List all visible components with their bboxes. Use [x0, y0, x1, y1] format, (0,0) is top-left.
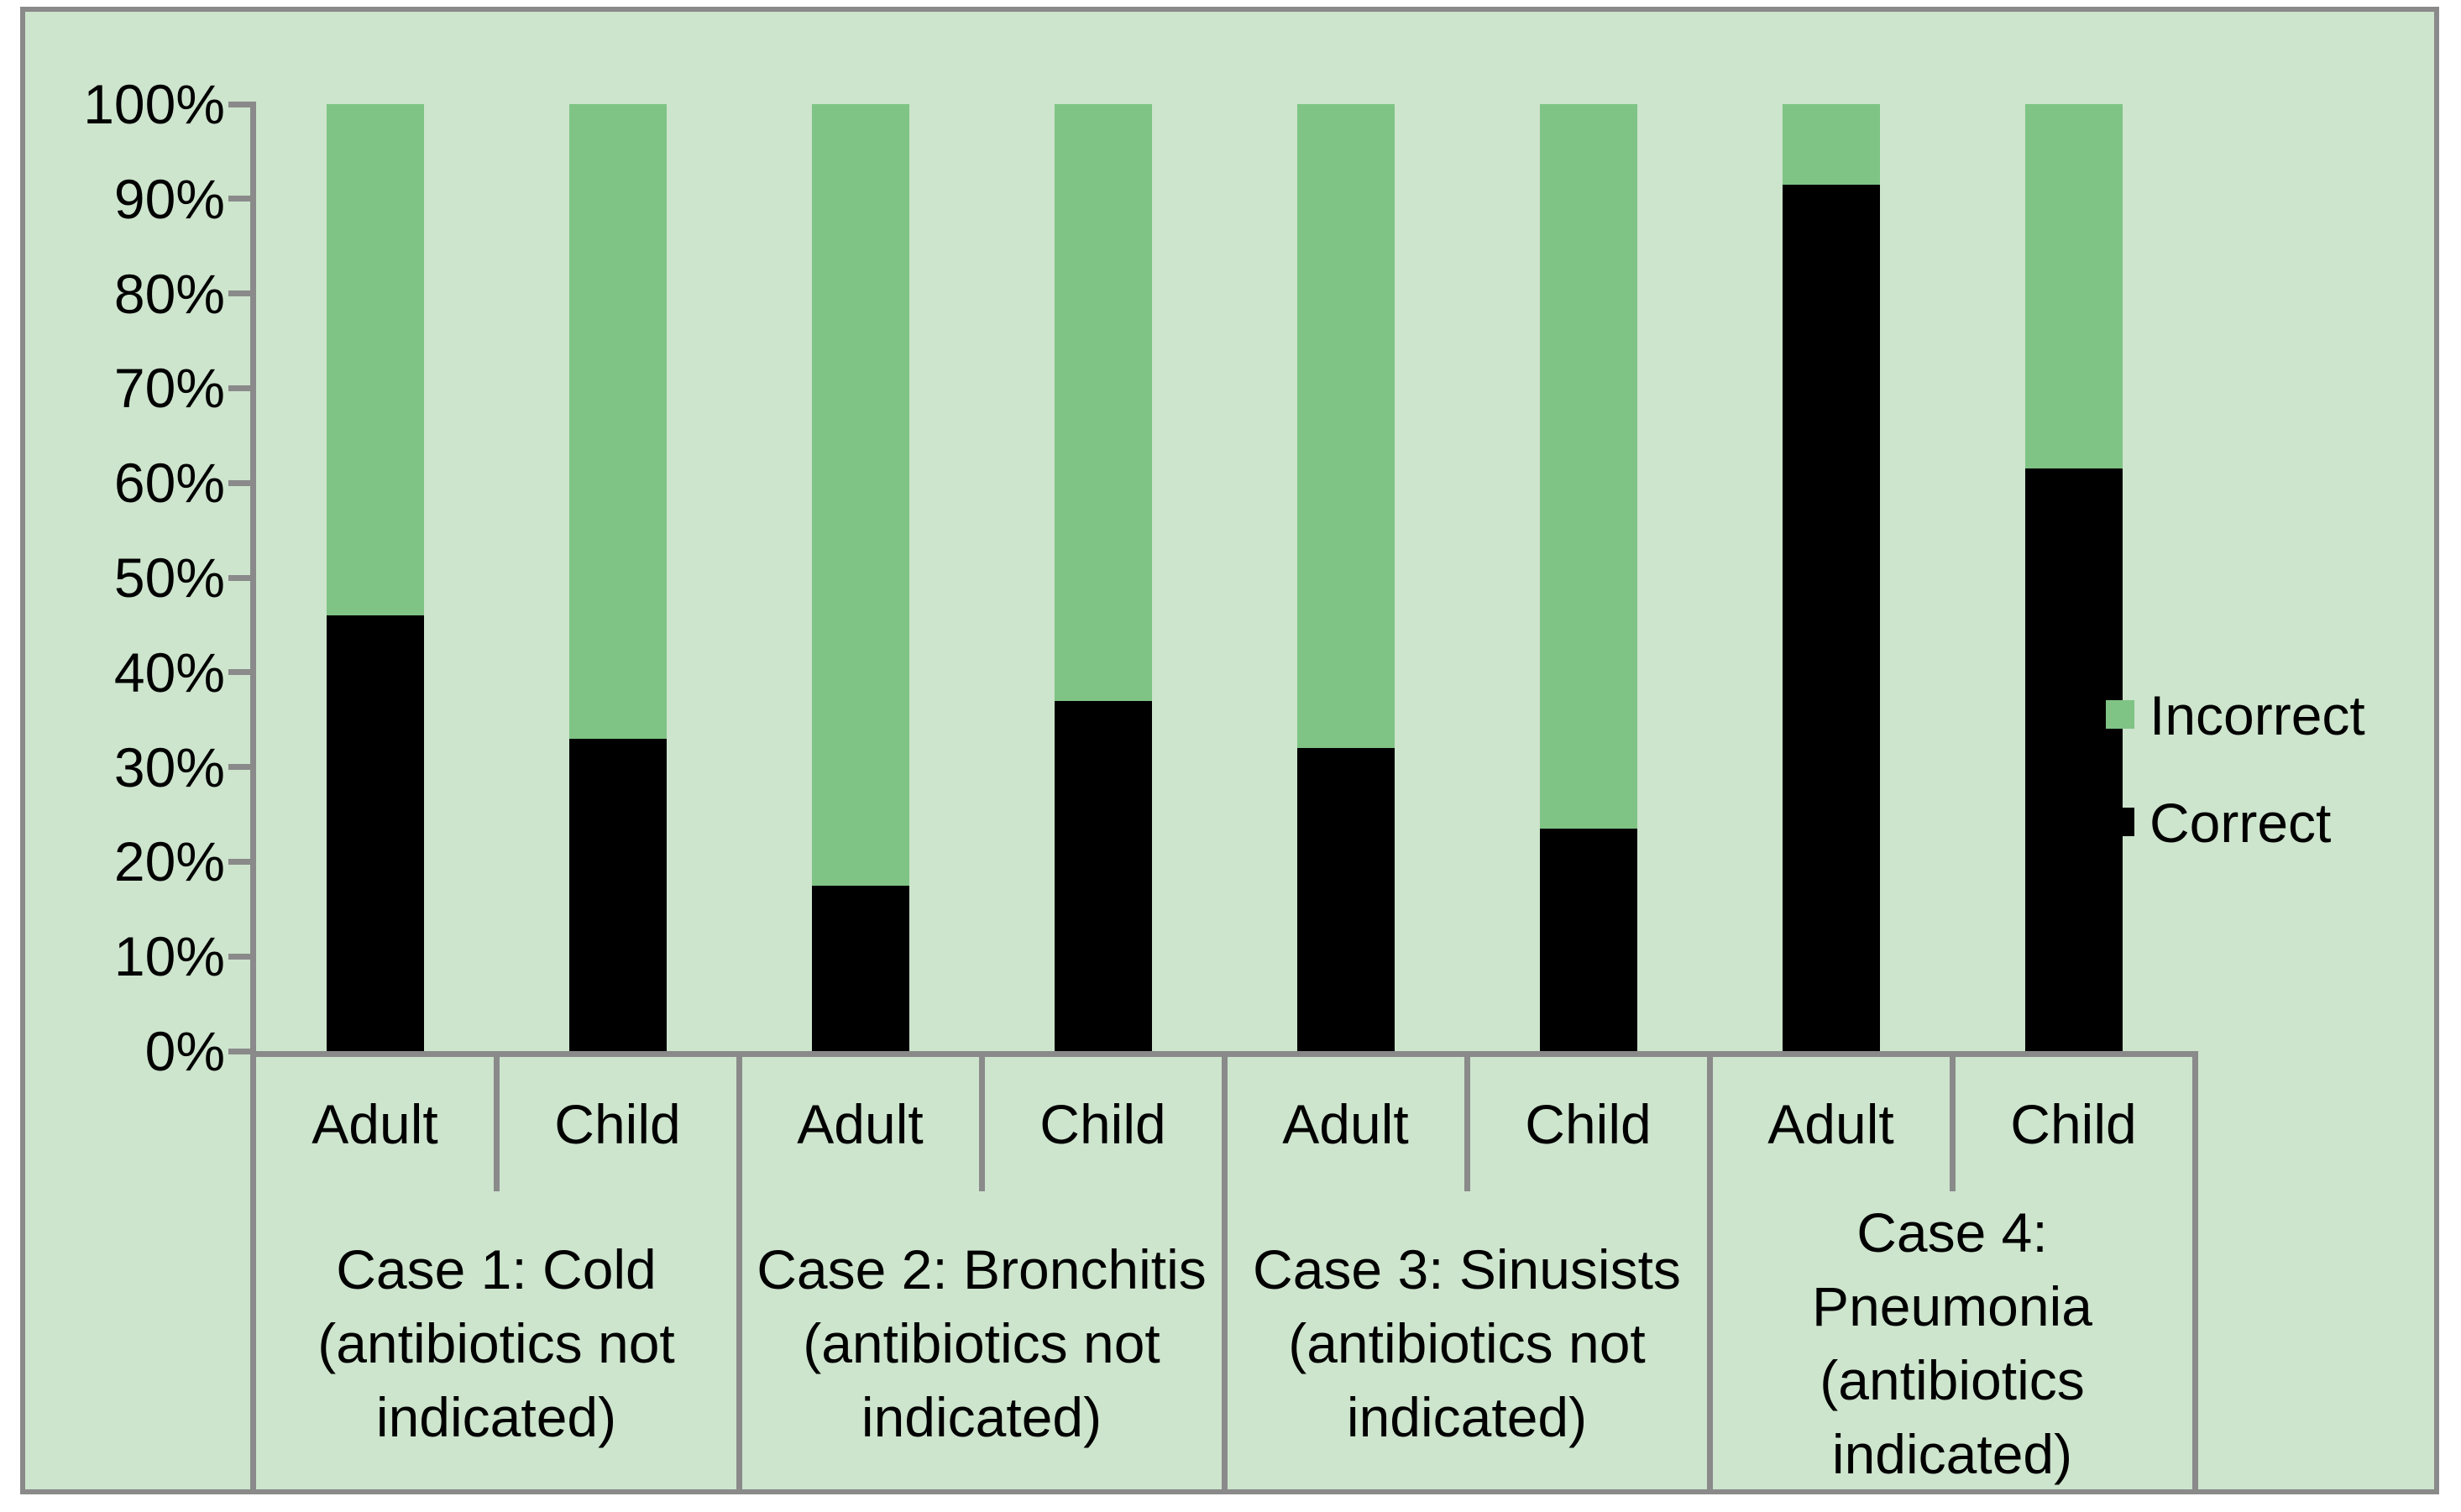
- bar-case1-child: [568, 104, 667, 1051]
- category-label-case4-adult: Adult: [1767, 1093, 1894, 1155]
- bar-slot-case2-adult: [739, 104, 982, 1051]
- bar-segment-correct: [811, 885, 909, 1051]
- y-tick-label: 80%: [113, 263, 225, 325]
- legend-swatch-incorrect: [2106, 700, 2134, 729]
- bar-segment-correct: [1539, 828, 1637, 1051]
- label-band-left-border: [250, 1057, 256, 1494]
- bar-segment-incorrect: [1782, 104, 1880, 185]
- bar-slot-case2-child: [982, 104, 1224, 1051]
- group-label-case3: Case 3: Sinusists (antibiotics not indic…: [1224, 1195, 1710, 1491]
- y-tick-label: 100%: [83, 73, 225, 135]
- bar-segment-incorrect: [1539, 104, 1637, 829]
- y-tick-mark: [228, 669, 250, 675]
- bar-case4-adult: [1782, 104, 1880, 1051]
- group-label-line: (antibiotics: [1820, 1349, 2085, 1411]
- bar-segment-incorrect: [2024, 104, 2123, 469]
- bar-slot-case4-child: [1952, 104, 2195, 1051]
- group-label-line: (antibiotics not: [803, 1312, 1160, 1374]
- bar-segment-correct: [1054, 700, 1152, 1051]
- bar-case4-child: [2024, 104, 2123, 1051]
- label-band-right-border: [2192, 1057, 2198, 1494]
- group-label-line: indicated): [861, 1386, 1102, 1448]
- y-tick-label: 10%: [113, 925, 225, 987]
- group-label-line: Case 2: Bronchitis: [757, 1238, 1207, 1300]
- group-label-line: indicated): [1831, 1423, 2073, 1485]
- category-label-case2-child: Child: [1039, 1093, 1166, 1155]
- category-label-case2-adult: Adult: [797, 1093, 924, 1155]
- group-label-case1: Case 1: Cold (antibiotics not indicated): [254, 1195, 739, 1491]
- bar-segment-correct: [1296, 748, 1395, 1051]
- category-label-case4-child: Child: [2010, 1093, 2137, 1155]
- x-axis-line: [250, 1051, 2198, 1057]
- bar-slot-case1-adult: [254, 104, 496, 1051]
- chart-area: 100% 90% 80% 70% 60% 50% 40% 30% 20% 10%…: [20, 7, 2439, 1494]
- y-tick-mark: [228, 385, 250, 391]
- y-tick-label: 70%: [113, 357, 225, 419]
- group-label-case4: Case 4: Pneumonia (antibiotics indicated…: [1710, 1195, 2195, 1491]
- y-tick-mark: [228, 196, 250, 201]
- y-tick-mark: [228, 764, 250, 770]
- bar-segment-incorrect: [1054, 104, 1152, 701]
- y-tick-label: 30%: [113, 736, 225, 798]
- bar-case2-adult: [811, 104, 909, 1051]
- bar-case1-adult: [326, 104, 424, 1051]
- bar-case3-adult: [1296, 104, 1395, 1051]
- category-label-row: Adult Child Adult Child Adult Child Adul…: [254, 1061, 2195, 1187]
- bar-slot-case3-adult: [1224, 104, 1467, 1051]
- bar-case2-child: [1054, 104, 1152, 1051]
- bar-segment-incorrect: [1296, 104, 1395, 749]
- divider-group-1-2: [736, 1057, 742, 1494]
- y-tick-mark: [228, 290, 250, 296]
- group-label-line: Pneumonia: [1812, 1275, 2092, 1337]
- group-label-line: (antibiotics not: [317, 1312, 675, 1374]
- group-label-line: Case 4:: [1856, 1201, 2048, 1263]
- y-tick-mark: [228, 575, 250, 581]
- divider-adult-child-case4: [1950, 1057, 1956, 1191]
- bar-case3-child: [1539, 104, 1637, 1051]
- legend-label-incorrect: Incorrect: [2149, 684, 2365, 746]
- legend-label-correct: Correct: [2149, 792, 2332, 854]
- y-tick-label: 90%: [113, 168, 225, 230]
- bar-slot-case4-adult: [1710, 104, 1952, 1051]
- divider-adult-child-case1: [494, 1057, 500, 1191]
- y-tick-mark: [228, 1049, 250, 1054]
- plot-area: [254, 104, 2195, 1051]
- category-label-case3-child: Child: [1525, 1093, 1652, 1155]
- divider-adult-child-case2: [979, 1057, 985, 1191]
- y-tick-label: 0%: [144, 1020, 225, 1082]
- bar-segment-correct: [568, 738, 667, 1051]
- group-label-line: indicated): [375, 1386, 617, 1448]
- bar-slot-case3-child: [1467, 104, 1710, 1051]
- category-label-case1-adult: Adult: [312, 1093, 438, 1155]
- divider-group-3-4: [1707, 1057, 1713, 1494]
- y-tick-label: 60%: [113, 452, 225, 514]
- y-tick-label: 20%: [113, 830, 225, 892]
- category-label-case3-adult: Adult: [1282, 1093, 1409, 1155]
- group-label-line: indicated): [1346, 1386, 1588, 1448]
- group-label-line: Case 1: Cold: [336, 1238, 657, 1300]
- y-tick-mark: [228, 480, 250, 486]
- y-tick-label: 40%: [113, 641, 225, 704]
- bar-segment-correct: [1782, 184, 1880, 1051]
- bar-segment-incorrect: [326, 104, 424, 616]
- legend-swatch-correct: [2106, 808, 2134, 836]
- bar-slot-case1-child: [496, 104, 739, 1051]
- group-label-line: Case 3: Sinusists: [1253, 1238, 1681, 1300]
- bar-segment-incorrect: [811, 104, 909, 886]
- divider-adult-child-case3: [1464, 1057, 1470, 1191]
- y-tick-mark: [228, 102, 250, 107]
- y-tick-label: 50%: [113, 547, 225, 609]
- bar-segment-incorrect: [568, 104, 667, 739]
- y-axis-line: [250, 102, 256, 1057]
- group-label-line: (antibiotics not: [1288, 1312, 1646, 1374]
- y-tick-mark: [228, 954, 250, 960]
- group-label-case2: Case 2: Bronchitis (antibiotics not indi…: [739, 1195, 1224, 1491]
- bar-segment-correct: [326, 615, 424, 1051]
- bar-segment-correct: [2024, 468, 2123, 1051]
- y-tick-mark: [228, 859, 250, 865]
- category-label-case1-child: Child: [554, 1093, 681, 1155]
- divider-group-2-3: [1222, 1057, 1228, 1494]
